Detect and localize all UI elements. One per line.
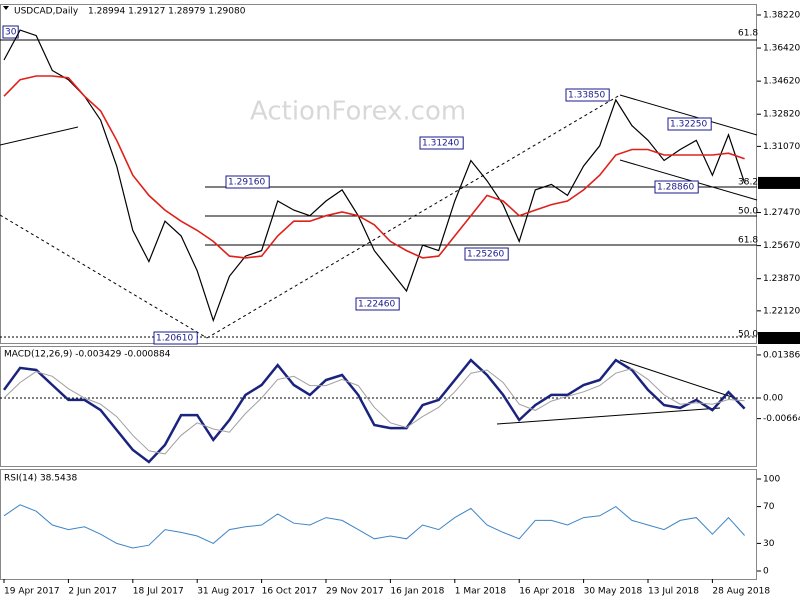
level-boxes: 30 1.29160 1.31240 1.33850 1.32250 1.28860 1.2… (2, 25, 712, 345)
chart-title: USDCAD,Daily (14, 7, 79, 17)
y-tick-label: 100 (763, 474, 780, 484)
x-tick-label: 16 Apr 2018 (519, 587, 575, 597)
price-tag-label: 1.20610 (760, 334, 797, 344)
x-tick-label: 28 Aug 2018 (712, 587, 770, 597)
level-label: 1.32250 (670, 120, 707, 130)
quote: 1.28994 1.29127 1.28979 1.29080 (88, 7, 246, 17)
y-tick-label: 70 (763, 502, 775, 512)
level-label: 1.20610 (156, 334, 193, 344)
level-box (565, 88, 610, 102)
y-tick-label: 0 (763, 567, 769, 577)
series-line (3, 75, 745, 259)
x-tick-label: 31 Aug 2017 (197, 587, 255, 597)
x-tick-label: 1 Mar 2018 (455, 587, 507, 597)
x-tick-label: 13 Jul 2018 (648, 587, 699, 597)
y-tick-label: 1.34620 (763, 77, 800, 87)
y-tick-label: 1.32820 (763, 110, 800, 120)
trend-line (206, 94, 621, 339)
x-tick-label: 18 Jul 2017 (133, 587, 184, 597)
y-tick-label: 0.013863 (763, 350, 800, 360)
drawings (0, 39, 758, 425)
level-label: 1.25260 (467, 250, 504, 260)
level-label: 30 (5, 28, 17, 38)
y-tick-label: -0.006648 (763, 414, 800, 424)
y-tick-label: 1.38220 (763, 10, 800, 20)
y-tick-label: 1.22120 (763, 306, 800, 316)
level-label: 1.28860 (657, 183, 694, 193)
y-tick-label: 1.36420 (763, 44, 800, 54)
watermark: ActionForex.com (250, 97, 466, 127)
level-box (419, 136, 464, 150)
trend-line (619, 94, 758, 136)
x-tick-label: 2 Jun 2017 (68, 587, 116, 597)
trend-line (619, 159, 758, 201)
x-tick-label: 30 May 2018 (584, 587, 643, 597)
price-tag (758, 332, 800, 344)
trend-line (0, 126, 79, 146)
trend-line (619, 359, 736, 399)
level-box (153, 331, 198, 345)
series-line (3, 29, 746, 323)
y-tick-label: 1.23870 (763, 274, 800, 284)
level-label: 1.22460 (358, 300, 395, 310)
fib-label: 61.8 (738, 236, 758, 246)
y-tick-label: 0.00 (763, 393, 783, 403)
x-tick-label: 29 Nov 2017 (326, 587, 384, 597)
fib-label: 61.8 (738, 29, 758, 39)
series-line (2, 358, 746, 464)
level-box (225, 175, 270, 189)
y-tick-label: 1.25670 (763, 241, 800, 251)
panel-title: RSI(14) 38.5438 (4, 474, 77, 484)
price-panel (0, 4, 757, 344)
level-box (355, 297, 400, 311)
price-tag (758, 176, 800, 189)
fib-label: 50.0 (738, 330, 758, 340)
price-tag-label: 1.29080 (760, 178, 797, 188)
rsi-panel (0, 469, 757, 580)
menu-arrow (3, 6, 9, 10)
panel-title: MACD(12,26,9) -0.003429 -0.000884 (4, 350, 171, 360)
level-box (2, 25, 19, 39)
level-box (654, 180, 699, 194)
trend-line (496, 407, 721, 425)
macd-panel (0, 346, 757, 467)
series-line (3, 367, 745, 455)
y-tick-label: 30 (763, 539, 775, 549)
series-line (3, 504, 745, 549)
level-box (464, 247, 509, 261)
x-tick-label: 19 Apr 2017 (4, 587, 60, 597)
level-label: 1.31240 (422, 139, 459, 149)
x-tick-label: 16 Oct 2017 (262, 587, 318, 597)
fib-label: 50.0 (738, 207, 758, 217)
x-tick-label: 16 Jan 2018 (390, 587, 444, 597)
fib-label: 38.2 (738, 178, 758, 188)
level-box (667, 117, 712, 131)
trend-line (0, 214, 208, 339)
y-tick-label: 1.27470 (763, 208, 800, 218)
level-label: 1.33850 (568, 91, 605, 101)
y-tick-label: 1.31070 (763, 142, 800, 152)
level-label: 1.29160 (228, 178, 265, 188)
